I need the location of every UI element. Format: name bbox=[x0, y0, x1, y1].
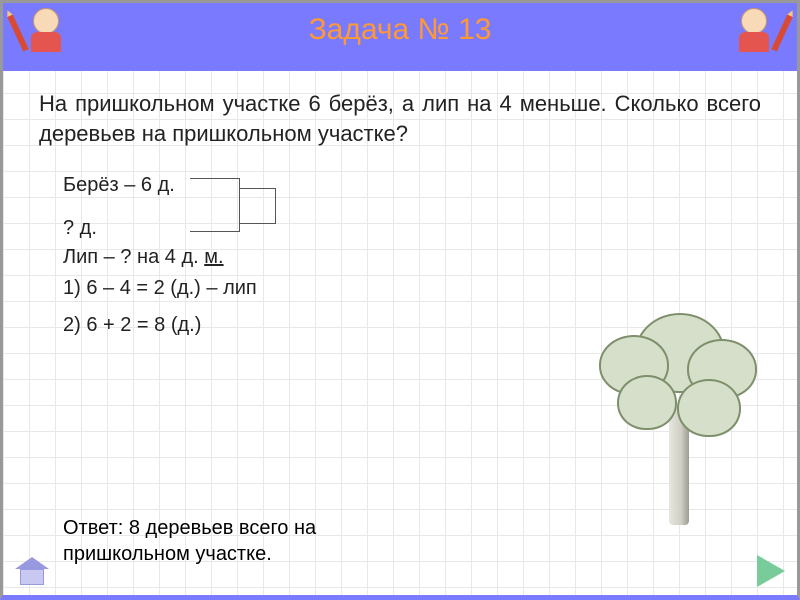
solution-step-1: 1) 6 – 4 = 2 (д.) – лип bbox=[63, 277, 761, 300]
slide-header: Задача № 13 bbox=[3, 3, 797, 71]
given-line-1: Берёз – 6 д. bbox=[63, 174, 761, 197]
slide-content: На пришкольном участке 6 берёз, а лип на… bbox=[3, 71, 797, 595]
home-button[interactable] bbox=[15, 557, 49, 587]
given-lindens-prefix: Лип – ? на 4 д. bbox=[63, 246, 204, 268]
problem-text: На пришкольном участке 6 берёз, а лип на… bbox=[39, 89, 761, 148]
given-line-3: Лип – ? на 4 д. м. bbox=[63, 246, 761, 269]
brace-icon bbox=[180, 186, 290, 187]
answer-text: Ответ: 8 деревьев всего на пришкольном у… bbox=[63, 515, 443, 567]
given-line-2: ? д. bbox=[63, 217, 761, 240]
slide: Задача № 13 На пришкольном участке 6 бер… bbox=[0, 0, 800, 600]
slide-title: Задача № 13 bbox=[309, 13, 492, 46]
given-birches: Берёз – 6 д. bbox=[63, 174, 175, 196]
home-icon bbox=[15, 557, 49, 569]
header-child-right-icon bbox=[729, 8, 779, 68]
next-button[interactable] bbox=[757, 555, 785, 587]
birch-tree-icon bbox=[587, 305, 767, 525]
given-lindens-under: м. bbox=[204, 246, 223, 268]
header-child-left-icon bbox=[21, 8, 71, 68]
